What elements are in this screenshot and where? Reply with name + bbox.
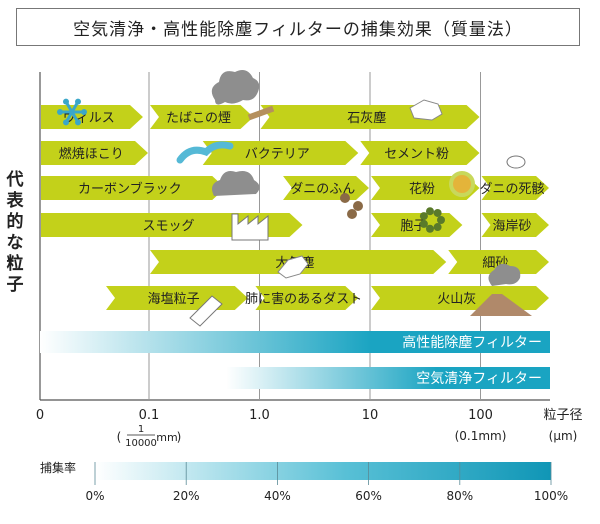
factory-icon: [231, 213, 269, 241]
x-axis-unit: (μm): [549, 429, 578, 443]
lime-dust-icon: [409, 99, 443, 121]
particle-label: 肺に害のあるダスト: [245, 291, 362, 307]
tick-fraction-den: 10000: [125, 438, 157, 449]
particle-label: セメント粉: [384, 147, 449, 162]
y-axis-label: 代表的な粒子: [6, 170, 24, 295]
particle-bar: [41, 141, 148, 165]
capture-rate-scale: [95, 462, 551, 480]
spore-icon: [419, 207, 445, 233]
salt-crystal-icon: [189, 295, 223, 327]
particle-label: バクテリア: [245, 147, 310, 162]
x-tick-label: 0: [36, 408, 44, 423]
particle-label: たばこの煙: [166, 111, 231, 126]
filter-label: 空気清浄フィルター: [416, 371, 542, 387]
particle-label: 花粉: [409, 181, 435, 197]
virus-icon: [57, 98, 87, 126]
capture-rate-tick-label: 60%: [355, 489, 382, 503]
particle-label: ダニのふん: [290, 182, 355, 197]
x-axis-label: 粒子径: [543, 408, 582, 423]
x-tick-label: 10: [362, 408, 379, 423]
particle-bar: [255, 286, 359, 310]
particle-label: 海塩粒子: [148, 292, 200, 307]
pollen-icon: [449, 171, 475, 197]
filter-label: 高性能除塵フィルター: [402, 334, 542, 351]
particle-label: 胞子: [400, 219, 426, 234]
droppings-icon: [347, 209, 357, 219]
particle-bar: [481, 213, 549, 237]
x-tick-label: 100: [468, 408, 493, 423]
particle-label: 燃焼ほこり: [59, 146, 124, 162]
x-tick-sub: (0.1mm): [455, 429, 507, 443]
particle-bar: [202, 141, 359, 165]
particle-bar: [360, 141, 480, 165]
volcano-icon: [470, 294, 532, 316]
particle-bar: [150, 105, 254, 129]
mite-icon: [506, 155, 526, 169]
smoke-icon: [211, 70, 260, 105]
particle-bar: [41, 176, 226, 200]
droppings-icon: [353, 201, 363, 211]
volcano-smoke-icon: [488, 263, 521, 286]
capture-rate-tick-label: 40%: [264, 489, 291, 503]
particle-label: 石灰塵: [347, 111, 386, 126]
filter-bar: [40, 331, 550, 353]
capture-rate-tick-label: 20%: [173, 489, 200, 503]
x-tick-label: 0.1: [139, 408, 160, 423]
filter-bar: [226, 367, 550, 389]
paren-close: ): [177, 430, 182, 444]
smog-icon: [212, 171, 260, 196]
particle-bar: [448, 250, 549, 274]
droppings-icon: [340, 193, 350, 203]
capture-rate-tick-label: 100%: [534, 489, 568, 503]
capture-rate-tick-label: 80%: [446, 489, 473, 503]
capture-rate-tick-label: 0%: [85, 489, 104, 503]
cigarette-icon: [247, 105, 275, 121]
chart-title: 空気清浄・高性能除塵フィルターの捕集効果（質量法）: [16, 8, 580, 46]
particle-label: ダニの死骸: [479, 182, 544, 197]
particle-label: 海岸砂: [492, 219, 531, 234]
capture-rate-label: 捕集率: [40, 460, 76, 475]
tick-unit: mm: [156, 431, 177, 444]
paren-open: (: [117, 430, 122, 444]
particle-label: スモッグ: [142, 219, 194, 234]
particle-label: カーボンブラック: [78, 181, 182, 197]
particle-label: 火山灰: [437, 292, 476, 307]
particle-bar: [481, 176, 549, 200]
tick-fraction-num: 1: [138, 424, 144, 435]
bacteria-icon: [176, 141, 234, 164]
dust-icon: [277, 255, 309, 279]
x-tick-label: 1.0: [249, 408, 270, 423]
